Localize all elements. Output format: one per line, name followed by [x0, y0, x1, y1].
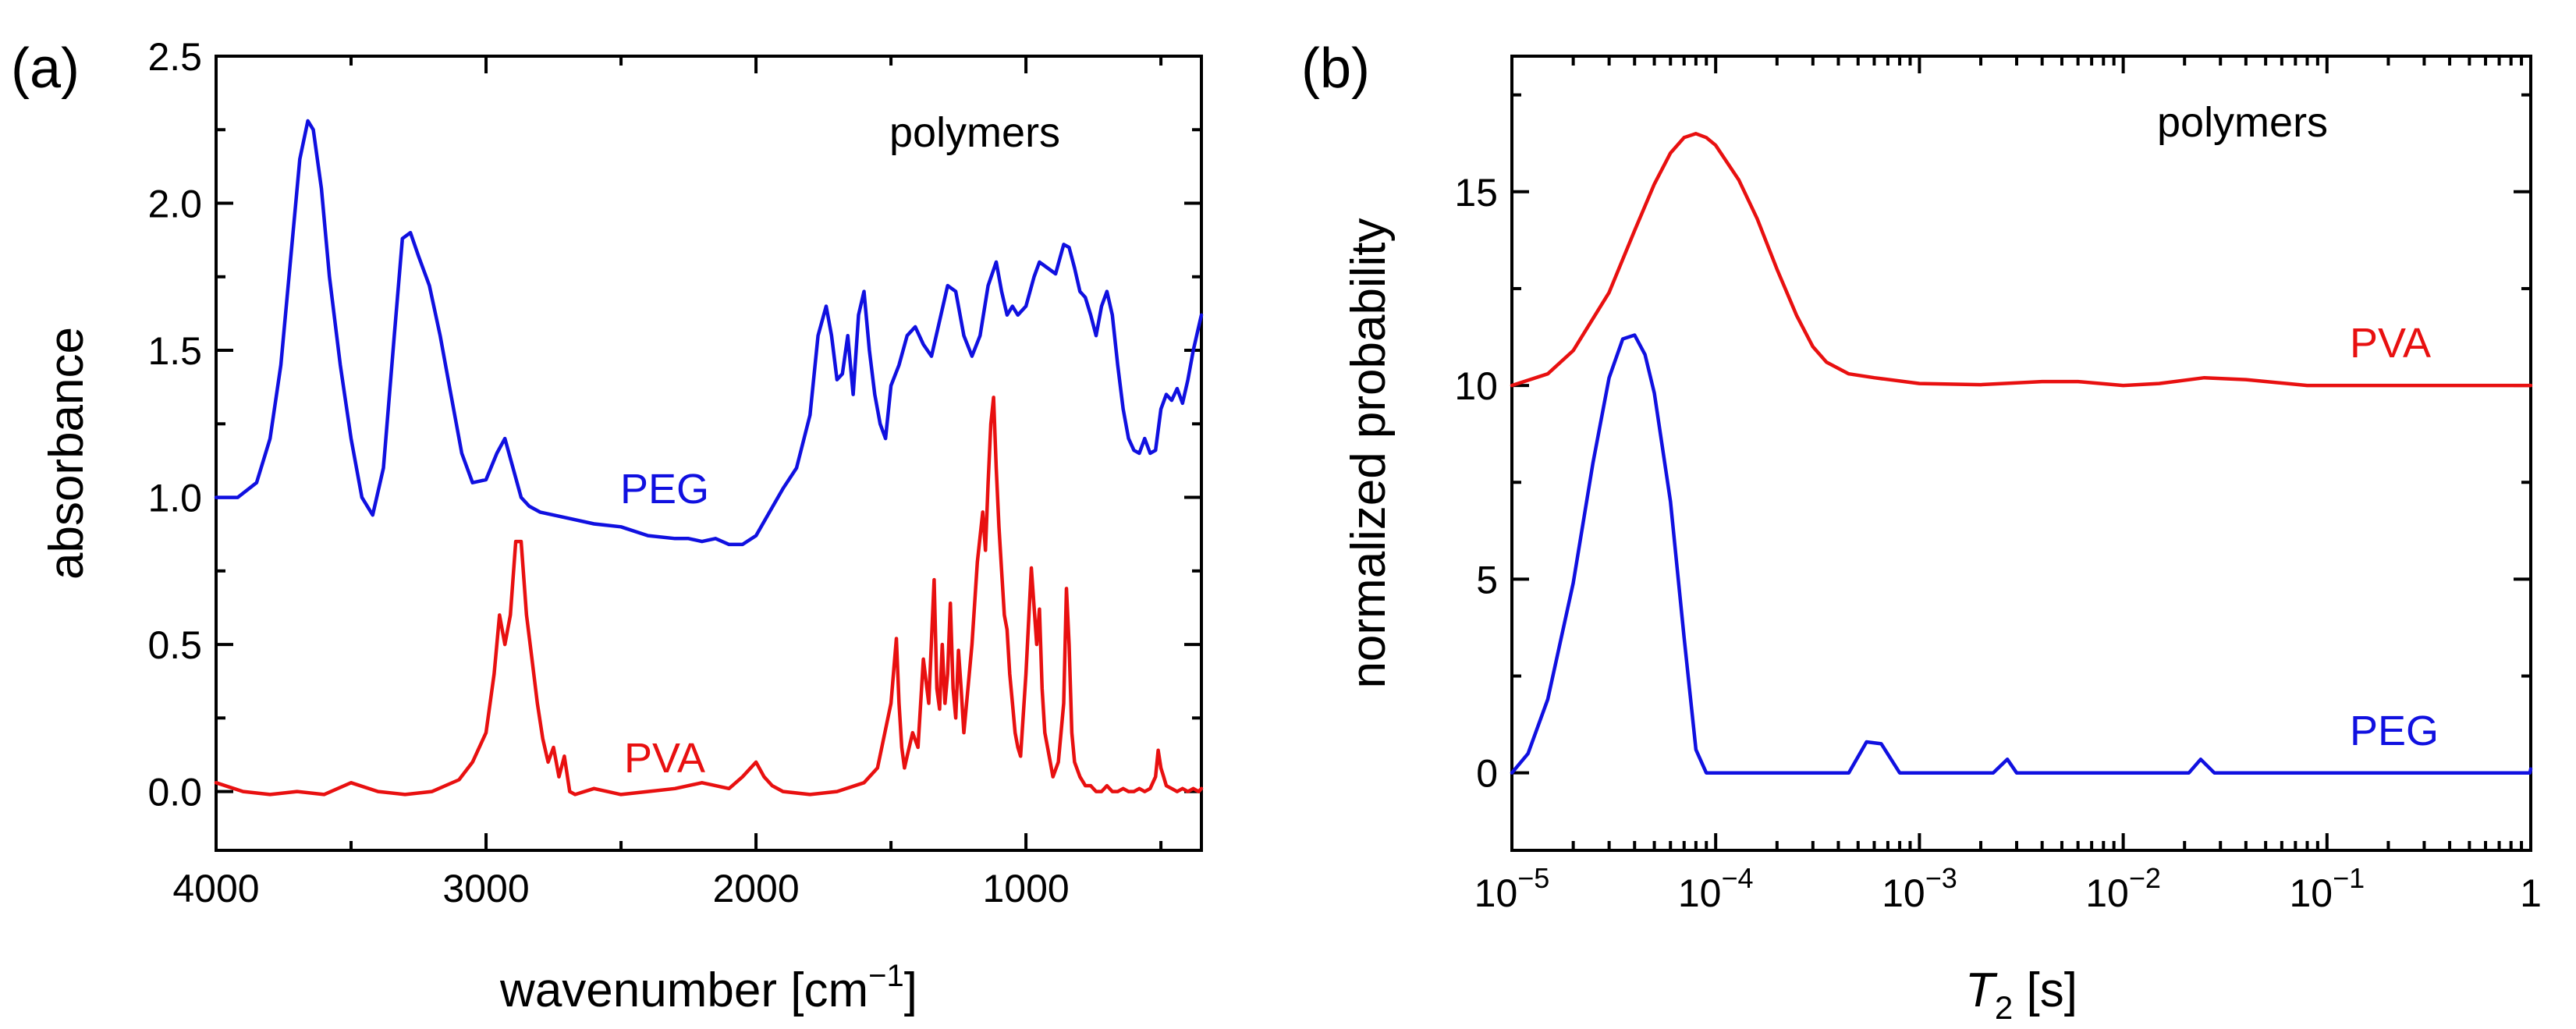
panel-b-xtick-label: 10−3 [1882, 862, 1957, 915]
panel-a-xtick-label: 4000 [172, 867, 259, 910]
panel-a-xtick-label: 2000 [712, 867, 799, 910]
panel-a-ytick-label: 0.5 [147, 623, 202, 667]
panel-b-xtick-label: 10−4 [1678, 862, 1754, 915]
panel-a-series-pva [214, 396, 1204, 797]
panel-a-series-peg [214, 119, 1204, 547]
panel-a-ytick-label: 0.0 [147, 771, 202, 814]
panel-b-xtick-label: 10−2 [2085, 862, 2161, 915]
panel-a: 4000 3000 2000 1000 0.0 0.5 1.0 1.5 2.0 2.5 PEG PVA… [11, 35, 1204, 1017]
panel-b-ylabel: normalized probability [1342, 218, 1396, 688]
panel-a-ytick-label: 1.5 [147, 329, 202, 373]
panel-b: 10−5 10−4 10−3 10−2 10−1 1051015PVAPEGpolymer… [1301, 37, 2542, 1026]
panel-b-ytick-label: 10 [1454, 364, 1498, 408]
panel-b-ytick-label: 15 [1454, 171, 1498, 215]
panel-a-ytick-label: 1.0 [147, 477, 202, 520]
panel-a-label-pva: PVA [624, 735, 705, 782]
panel-a-xtick-label: 3000 [442, 867, 529, 910]
panel-a-label-peg: PEG [620, 466, 709, 513]
panel-a-annotation: polymers [889, 109, 1060, 156]
panel-b-label-peg: PEG [2350, 708, 2439, 754]
panel-b-ytick-label: 5 [1476, 558, 1498, 601]
panel-b-xlabel: T2 [s] [1965, 963, 2077, 1026]
panel-a-letter: (a) [11, 37, 80, 100]
panel-a-ytick-label: 2.0 [147, 183, 202, 226]
panel-a-ylabel: absorbance [40, 327, 94, 580]
panel-b-xtick-label: 1 [2520, 871, 2542, 915]
panel-b-xtick-label: 10−1 [2289, 862, 2365, 915]
panel-b-label-pva: PVA [2350, 320, 2431, 367]
panel-a-xtick-label: 1000 [982, 867, 1069, 910]
panel-a-frame [215, 55, 1203, 852]
panel-b-series-pva [1510, 132, 2533, 388]
panel-b-ytick-label: 0 [1476, 752, 1498, 796]
panel-b-letter: (b) [1301, 37, 1370, 100]
panel-a-xlabel: wavenumber [cm−1] [499, 959, 917, 1017]
panel-b-xtick-label: 10−5 [1474, 862, 1550, 915]
panel-a-ytick-label: 2.5 [147, 35, 202, 79]
panel-b-annotation: polymers [2157, 99, 2328, 146]
panel-b-series-peg [1510, 333, 2533, 775]
panel-b-frame [1510, 55, 2532, 852]
